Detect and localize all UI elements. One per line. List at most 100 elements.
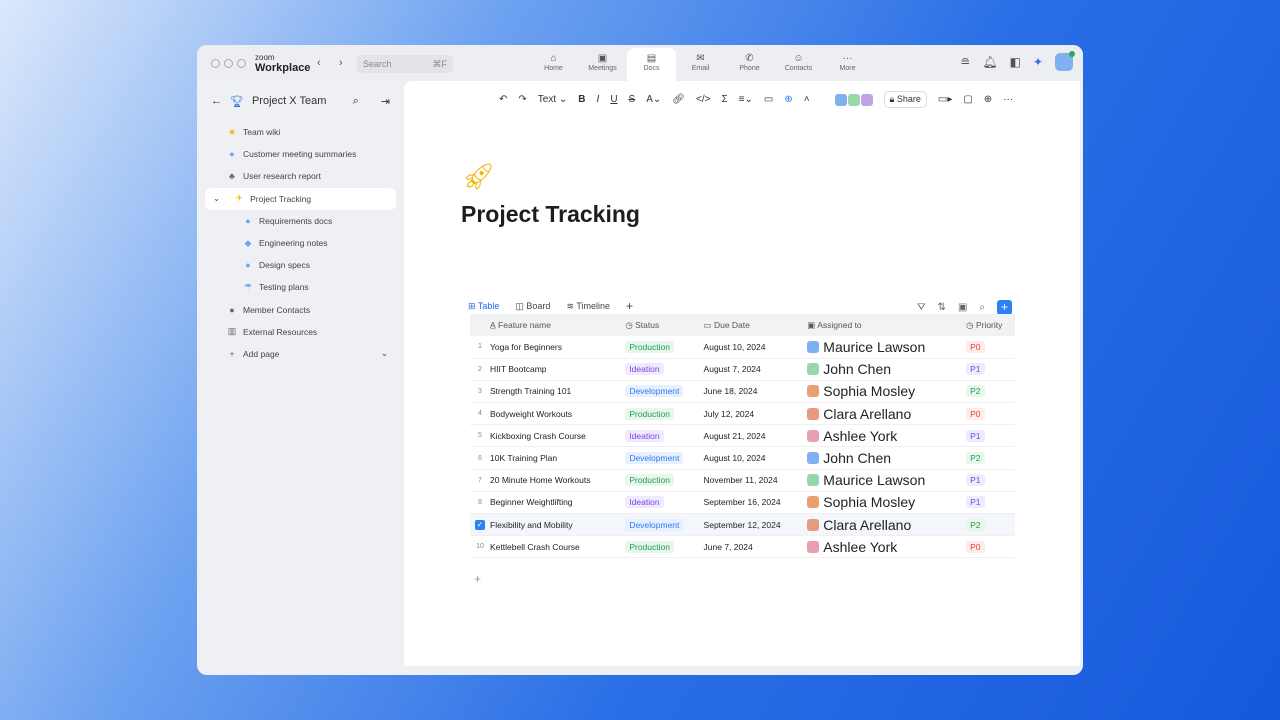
row-checkbox[interactable]: ✓	[475, 519, 485, 530]
priority-badge[interactable]: P2	[966, 385, 985, 398]
tab-docs[interactable]: ▤ Docs	[627, 48, 676, 81]
assignee-name[interactable]: Ashlee York	[823, 427, 898, 444]
assignee-name[interactable]: John Chen	[823, 361, 892, 378]
priority-badge[interactable]: P2	[966, 452, 985, 465]
panel-icon[interactable]: ◧	[1009, 55, 1021, 69]
assignee-name[interactable]: Ashlee York	[823, 538, 898, 555]
status-badge[interactable]: Production	[625, 340, 674, 353]
search-icon[interactable]: ⌕	[979, 302, 985, 313]
status-badge[interactable]: Development	[625, 385, 684, 398]
chevron-down-icon[interactable]: ⌄	[213, 193, 221, 204]
status-badge[interactable]: Production	[625, 540, 674, 553]
column-status[interactable]: ◷ Status	[625, 314, 704, 336]
collaborator-avatars[interactable]	[834, 93, 873, 106]
due-date[interactable]: September 16, 2024	[703, 491, 808, 515]
status-badge[interactable]: Production	[625, 407, 674, 420]
text-color-icon[interactable]: A⌄	[646, 94, 662, 105]
column-assigned-to[interactable]: ▣ Assigned to	[807, 314, 967, 336]
table-row[interactable]: 5 Kickboxing Crash Course Ideation Augus…	[470, 424, 1015, 448]
sidebar-item-add-page[interactable]: + Add page ⌄	[197, 343, 404, 365]
table-row[interactable]: 3 Strength Training 101 Development June…	[470, 380, 1015, 404]
column-due-date[interactable]: ▭ Due Date	[703, 314, 808, 336]
feature-name[interactable]: Beginner Weightlifting	[490, 491, 626, 515]
priority-badge[interactable]: P1	[966, 474, 985, 487]
priority-badge[interactable]: P1	[966, 363, 985, 376]
priority-badge[interactable]: P2	[966, 518, 985, 531]
formula-icon[interactable]: Σ	[721, 94, 728, 105]
add-record-button[interactable]: +	[997, 300, 1012, 315]
assignee-name[interactable]: Clara Arellano	[823, 516, 912, 533]
ai-sparkle-icon[interactable]: ✦	[1032, 55, 1043, 69]
assignee-name[interactable]: Maurice Lawson	[823, 338, 926, 355]
window-controls[interactable]	[211, 59, 246, 68]
table-row[interactable]: ✓ Flexibility and Mobility Development S…	[470, 513, 1015, 537]
view-tab-board[interactable]: ◫ Board	[515, 300, 551, 311]
assignee-name[interactable]: John Chen	[823, 450, 892, 467]
sidebar-item-engineering-notes[interactable]: ◆ Engineering notes	[197, 232, 404, 254]
table-row[interactable]: 6 10K Training Plan Development August 1…	[470, 446, 1015, 470]
due-date[interactable]: July 12, 2024	[703, 402, 808, 426]
due-date[interactable]: August 10, 2024	[703, 446, 808, 470]
tab-email[interactable]: ✉ Email	[676, 48, 725, 78]
feature-name[interactable]: 10K Training Plan	[490, 446, 626, 470]
chat-icon[interactable]: ▢	[963, 94, 973, 105]
status-badge[interactable]: Development	[625, 452, 684, 465]
add-view-icon[interactable]: +	[626, 299, 634, 313]
filter-icon[interactable]: ⛛	[917, 302, 926, 313]
column-priority[interactable]: ◷ Priority	[966, 314, 1015, 336]
priority-badge[interactable]: P0	[966, 340, 985, 353]
feature-name[interactable]: Kettlebell Crash Course	[490, 535, 626, 559]
chevron-up-icon[interactable]: ˄	[803, 94, 810, 105]
feature-name[interactable]: Strength Training 101	[490, 380, 626, 404]
video-icon[interactable]: ▭▸	[937, 94, 953, 105]
redo-icon[interactable]: ↷	[518, 94, 527, 105]
insert-icon[interactable]: ⊕	[784, 94, 793, 105]
priority-badge[interactable]: P0	[966, 540, 985, 553]
status-badge[interactable]: Ideation	[625, 363, 664, 376]
sidebar-item-member-contacts[interactable]: ● Member Contacts	[197, 299, 404, 321]
back-arrow-icon[interactable]: ←	[211, 95, 222, 107]
italic-icon[interactable]: I	[596, 94, 600, 105]
undo-icon[interactable]: ↶	[499, 94, 508, 105]
comment-icon[interactable]: ▭	[763, 94, 774, 105]
assignee-name[interactable]: Clara Arellano	[823, 405, 912, 422]
updates-icon[interactable]: ≘	[960, 55, 971, 69]
column-feature-name[interactable]: A̲ Feature name	[490, 314, 626, 336]
add-row-button[interactable]: +	[474, 572, 482, 586]
table-row[interactable]: 8 Beginner Weightlifting Ideation Septem…	[470, 491, 1015, 515]
bold-icon[interactable]: B	[578, 94, 586, 105]
view-tab-table[interactable]: ⊞ Table	[468, 300, 500, 311]
more-icon[interactable]: ···	[1003, 94, 1014, 105]
feature-name[interactable]: Bodyweight Workouts	[490, 402, 626, 426]
tab-phone[interactable]: ✆ Phone	[725, 48, 774, 78]
underline-icon[interactable]: U	[610, 94, 618, 105]
sidebar-item-requirements-docs[interactable]: ● Requirements docs	[197, 210, 404, 232]
feature-name[interactable]: Flexibility and Mobility	[490, 513, 626, 537]
table-row[interactable]: 2 HIIT Bootcamp Ideation August 7, 2024 …	[470, 358, 1015, 381]
search-icon[interactable]: ⌕	[352, 94, 359, 107]
sidebar-item-testing-plans[interactable]: ☂ Testing plans	[197, 276, 404, 298]
due-date[interactable]: November 11, 2024	[703, 469, 808, 492]
bell-icon[interactable]: 🔔︎	[982, 55, 998, 69]
sidebar-item-project-tracking[interactable]: ⌄ ✈ Project Tracking	[205, 187, 396, 210]
fields-icon[interactable]: ▣	[957, 302, 968, 313]
table-row[interactable]: 7 20 Minute Home Workouts Production Nov…	[470, 469, 1015, 492]
tab-more[interactable]: ··· More	[823, 48, 872, 78]
table-row[interactable]: 1 Yoga for Beginners Production August 1…	[470, 336, 1015, 359]
status-badge[interactable]: Ideation	[625, 429, 664, 442]
sidebar-item-customer-meeting-summaries[interactable]: ● Customer meeting summaries	[197, 143, 404, 165]
feature-name[interactable]: Kickboxing Crash Course	[490, 424, 626, 448]
globe-icon[interactable]: ⊕	[983, 94, 993, 105]
status-badge[interactable]: Development	[625, 518, 684, 531]
sidebar-item-team-wiki[interactable]: ★ Team wiki	[197, 121, 404, 143]
share-button[interactable]: 🔒︎ Share	[883, 91, 927, 108]
due-date[interactable]: August 21, 2024	[703, 424, 808, 448]
feature-name[interactable]: 20 Minute Home Workouts	[490, 469, 626, 492]
tab-home[interactable]: ⌂ Home	[529, 48, 578, 78]
assignee-name[interactable]: Maurice Lawson	[823, 472, 926, 489]
assignee-name[interactable]: Sophia Mosley	[823, 494, 916, 511]
chevron-down-icon[interactable]: ⌄	[380, 348, 388, 359]
sidebar-item-design-specs[interactable]: ● Design specs	[197, 254, 404, 276]
table-row[interactable]: 10 Kettlebell Crash Course Production Ju…	[470, 535, 1015, 559]
strikethrough-icon[interactable]: S	[628, 94, 636, 105]
